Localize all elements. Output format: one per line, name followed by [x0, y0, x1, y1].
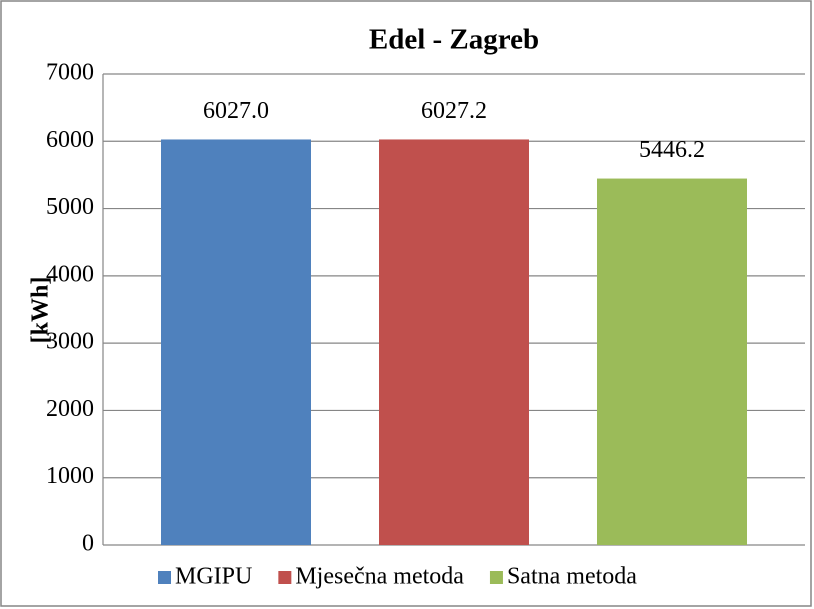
data-label: 6027.0	[203, 98, 269, 124]
data-label: 5446.2	[639, 137, 705, 163]
legend-label: MGIPU	[175, 564, 252, 590]
legend-label: Mjesečna metoda	[295, 564, 464, 590]
bar	[161, 139, 311, 545]
legend-label: Satna metoda	[507, 564, 637, 590]
y-tick-label: 5000	[46, 194, 94, 220]
y-tick-label: 7000	[46, 60, 94, 86]
legend-swatch	[489, 571, 503, 584]
bar	[379, 139, 529, 545]
legend-swatch	[278, 571, 292, 584]
y-tick-label: 2000	[46, 396, 94, 422]
chart-title: Edel - Zagreb	[369, 24, 539, 56]
bar	[597, 178, 747, 546]
data-label: 6027.2	[421, 98, 487, 124]
y-tick-label: 6000	[46, 127, 94, 153]
y-tick-label: 1000	[46, 463, 94, 489]
y-tick-label: 0	[82, 531, 94, 557]
y-tick-label: 3000	[46, 329, 94, 355]
legend-swatch	[158, 571, 171, 584]
y-tick-label: 4000	[46, 261, 94, 287]
y-axis-label: [kWh]	[28, 277, 54, 344]
